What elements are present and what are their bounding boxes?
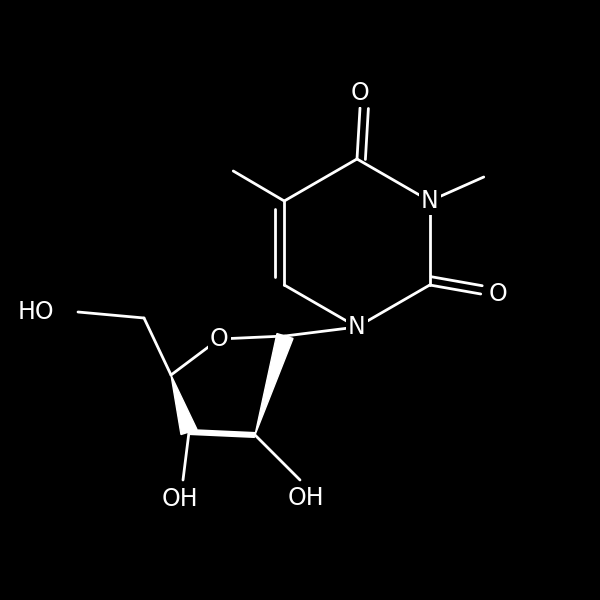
Polygon shape: [255, 334, 293, 435]
Text: O: O: [488, 282, 507, 306]
Text: N: N: [348, 315, 366, 339]
Text: O: O: [209, 327, 229, 351]
Text: OH: OH: [287, 486, 325, 510]
Text: O: O: [350, 81, 370, 105]
Text: HO: HO: [17, 300, 54, 324]
Text: N: N: [421, 189, 439, 213]
Polygon shape: [171, 375, 197, 434]
Text: OH: OH: [161, 487, 199, 511]
